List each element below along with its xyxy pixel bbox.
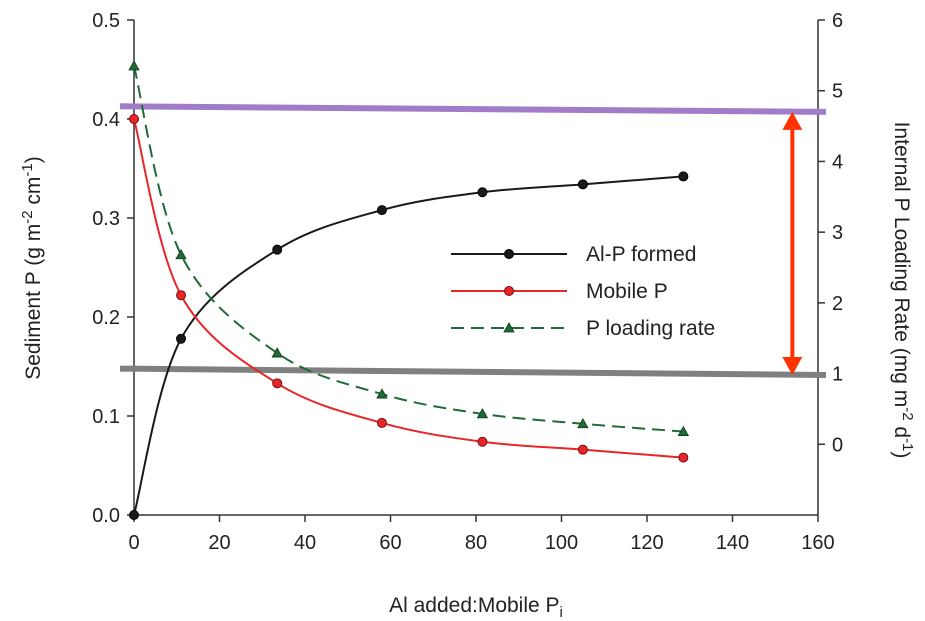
data-point-al-p-formed — [176, 333, 187, 344]
right-y-tick-label: 4 — [832, 151, 843, 173]
series-p-loading-rate — [128, 60, 690, 436]
series — [128, 60, 690, 520]
annotation-arrow — [782, 111, 803, 375]
x-tick-label: 40 — [294, 532, 316, 554]
right-y-tick-label: 3 — [832, 222, 843, 244]
data-point-al-p-formed — [376, 205, 387, 216]
reference-lines — [119, 103, 827, 378]
data-point-mobile-p — [272, 378, 283, 389]
legend-label-p-loading-rate: P loading rate — [586, 317, 715, 340]
reference-line-2 — [119, 365, 827, 378]
left-y-axis-title: Sediment P (g m-2 cm-1) — [19, 156, 45, 380]
legend-label-mobile-p: Mobile P — [586, 280, 668, 303]
left-y-title-part3: ) — [22, 156, 45, 163]
data-point-p-loading-rate — [577, 417, 589, 429]
data-point-mobile-p — [678, 452, 689, 463]
left-y-title-sup1: -2 — [19, 210, 36, 223]
right-y-tick-label: 0 — [832, 434, 843, 456]
left-y-title-sup2: -1 — [19, 163, 36, 176]
data-point-mobile-p — [129, 114, 139, 124]
data-point-p-loading-rate — [476, 408, 489, 419]
x-tick-label: 120 — [630, 532, 663, 554]
x-tick-label: 20 — [208, 532, 230, 554]
arrow-head-top — [782, 111, 803, 130]
data-point-p-loading-rate — [175, 248, 187, 260]
x-tick-label: 0 — [128, 532, 139, 554]
series-mobile-p — [129, 114, 689, 463]
data-point-mobile-p — [176, 290, 187, 301]
x-tick-label: 60 — [379, 532, 401, 554]
left-y-tick-label: 0.3 — [92, 208, 120, 230]
right-y-tick-label: 5 — [832, 81, 843, 103]
data-point-al-p-formed — [577, 179, 588, 190]
x-tick-label: 160 — [801, 532, 834, 554]
series-line-al-p-formed — [133, 175, 684, 516]
left-y-tick-label: 0.4 — [92, 109, 120, 131]
data-point-al-p-formed — [272, 244, 283, 255]
legend-marker-mobile-p — [504, 286, 514, 296]
left-y-tick-label: 0.0 — [92, 505, 120, 527]
x-axis-title-sub: i — [560, 604, 563, 621]
legend: Al-P formed Mobile P P loading rate — [451, 243, 715, 340]
left-y-title-part2: cm — [22, 177, 45, 211]
series-al-p-formed — [129, 171, 689, 520]
legend-marker-al-p-formed — [504, 249, 514, 259]
right-y-title-part2: d — [890, 421, 913, 439]
x-axis-title-main: Al added:Mobile P — [389, 594, 559, 617]
right-y-title-part1: Internal P Loading Rate (mg m — [890, 122, 913, 408]
data-point-mobile-p — [376, 417, 387, 428]
left-y-title-part1: Sediment P (g m — [22, 224, 45, 380]
right-y-tick-label: 6 — [832, 10, 843, 32]
x-axis-title: Al added:Mobile Pi — [389, 594, 563, 621]
data-point-p-loading-rate — [376, 388, 388, 399]
x-tick-label: 140 — [716, 532, 749, 554]
left-y-tick-label: 0.2 — [92, 307, 120, 329]
left-y-tick-label: 0.1 — [92, 406, 120, 428]
left-y-tick-label: 0.5 — [92, 10, 120, 32]
data-point-al-p-formed — [477, 187, 488, 198]
right-y-tick-label: 1 — [832, 364, 843, 386]
x-tick-label: 80 — [465, 532, 487, 554]
data-point-p-loading-rate — [128, 60, 140, 71]
legend-label-al-p-formed: Al-P formed — [586, 243, 697, 266]
right-y-tick-label: 2 — [832, 293, 843, 315]
ticks: 0 20 40 60 80 100 120 140 160 0.0 0.1 0.2 0.3 0.4 0.5 0… — [92, 10, 843, 554]
right-y-title-sup2: -1 — [899, 438, 916, 451]
reference-line-1 — [119, 103, 827, 115]
right-y-axis-title: Internal P Loading Rate (mg m-2 d-1) — [890, 122, 916, 459]
data-point-al-p-formed — [129, 510, 139, 520]
right-y-title-sup1: -2 — [899, 407, 916, 420]
data-point-p-loading-rate — [677, 425, 690, 436]
data-point-mobile-p — [477, 436, 488, 447]
right-y-title-part3: ) — [890, 451, 913, 458]
data-point-al-p-formed — [678, 171, 689, 182]
legend-marker-p-loading-rate — [503, 322, 515, 333]
arrow-head-bottom — [782, 356, 803, 375]
data-point-mobile-p — [577, 444, 588, 455]
x-tick-label: 100 — [545, 532, 578, 554]
data-point-p-loading-rate — [271, 347, 283, 358]
